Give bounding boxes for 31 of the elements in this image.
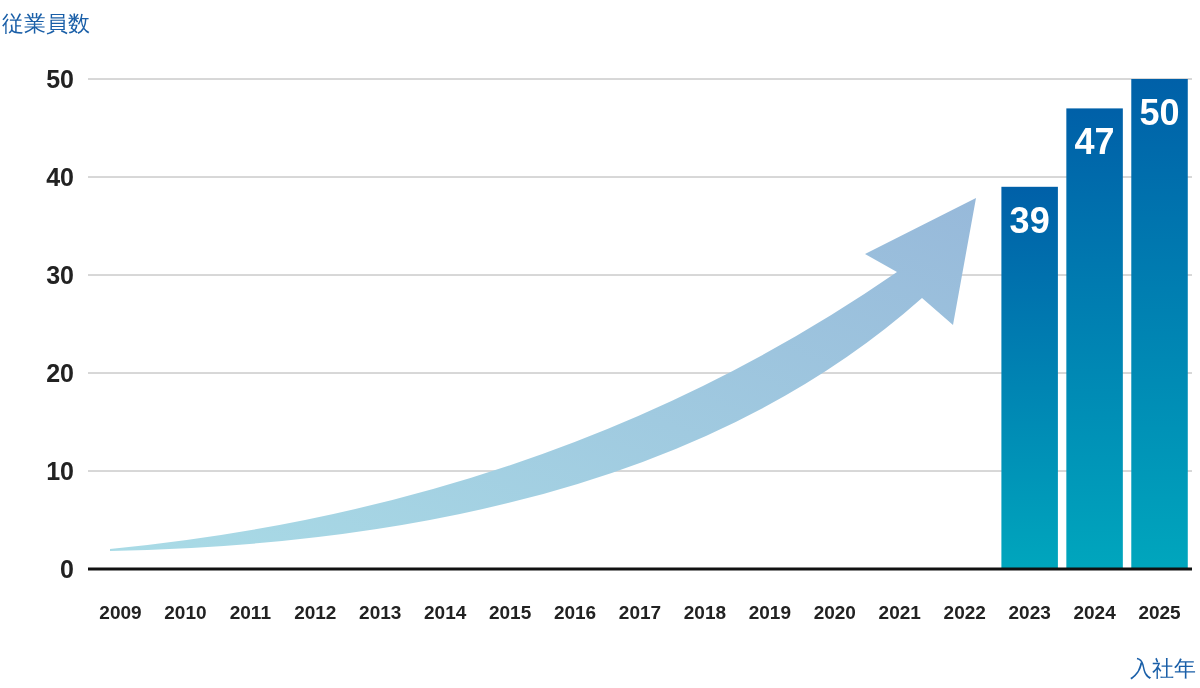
x-tick-label: 2013 [359,602,402,623]
y-tick-label: 20 [46,359,74,387]
x-tick-label: 2010 [164,602,207,623]
bar [1001,186,1058,569]
bar [1131,79,1188,569]
data-label: 50 [1139,92,1180,133]
x-tick-label: 2014 [424,602,467,623]
x-tick-label: 2011 [229,602,272,623]
x-tick-label: 2021 [878,602,922,623]
x-tick-label: 2016 [553,602,597,623]
x-tick-label: 2017 [618,602,662,623]
x-tick-label: 2018 [683,602,727,623]
x-tick-label: 2019 [748,602,792,623]
x-tick-label: 2020 [813,602,856,623]
x-tick-label: 2015 [488,602,532,623]
y-tick-label: 40 [46,163,74,191]
x-tick-label: 2022 [943,602,986,623]
x-tick-label: 2024 [1073,602,1117,623]
x-tick-label: 2009 [99,602,142,623]
x-tick-label: 2025 [1138,602,1182,623]
y-axis-title: 従業員数 [2,11,90,36]
bar [1066,108,1123,569]
x-tick-label: 2012 [294,602,337,623]
data-label: 39 [1009,199,1050,241]
data-label: 47 [1074,121,1115,163]
y-tick-label: 50 [46,65,74,93]
y-tick-label: 0 [60,555,74,583]
x-tick-label: 2023 [1008,602,1051,623]
y-tick-label: 30 [46,261,74,289]
x-axis-title: 入社年 [1130,656,1196,681]
y-tick-label: 10 [46,457,74,485]
